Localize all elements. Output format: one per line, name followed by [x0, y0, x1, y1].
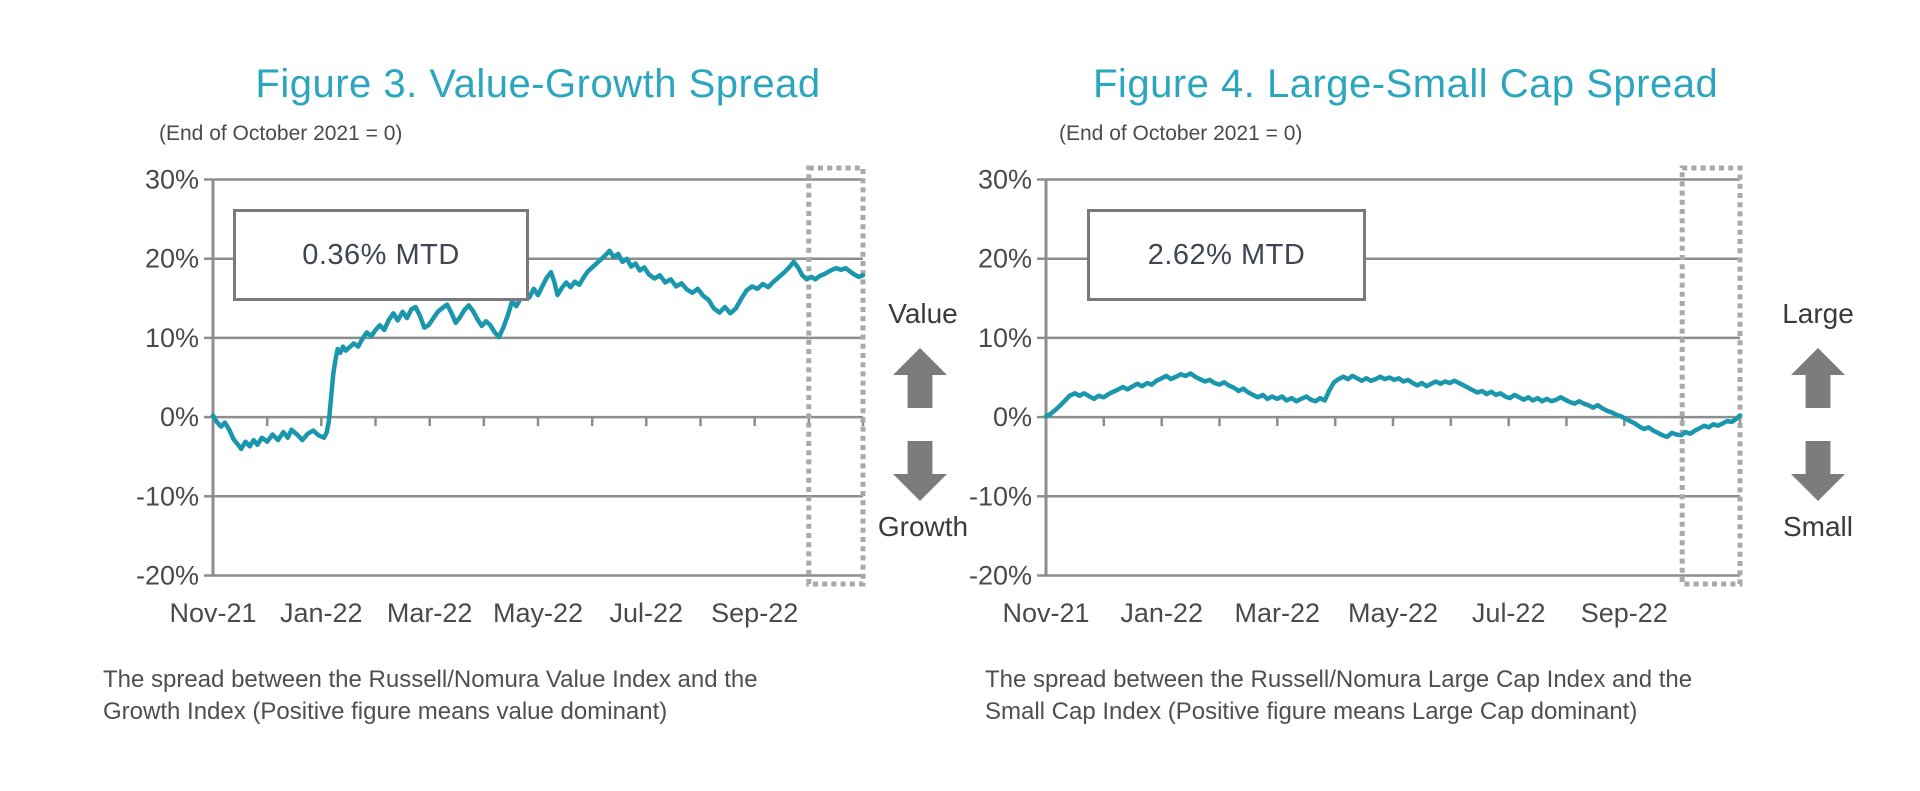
figure4-up-direction-label: Large	[1782, 298, 1854, 329]
x-axis-label: Jan-22	[1120, 598, 1203, 628]
x-axis-label: Nov-21	[169, 598, 256, 628]
y-axis-label: -20%	[969, 561, 1032, 591]
y-axis-label: 0%	[993, 402, 1032, 432]
y-axis-label: 10%	[978, 323, 1032, 353]
figure4-down-direction-label: Small	[1782, 511, 1853, 542]
x-axis-label: Mar-22	[387, 598, 473, 628]
x-axis-label: Sep-22	[1581, 598, 1668, 628]
figure3-mtd-callout: 0.36% MTD	[233, 209, 529, 301]
figure3-caption-line1: The spread between the Russell/Nomura Va…	[103, 666, 758, 693]
figure4-title: Figure 4. Large-Small Cap Spread	[1093, 62, 1719, 106]
figure3-subtitle: (End of October 2021 = 0)	[159, 122, 403, 145]
x-axis-label: Jul-22	[1472, 598, 1546, 628]
figure4-caption-line2: Small Cap Index (Positive figure means L…	[985, 698, 1638, 725]
figure3-title: Figure 3. Value-Growth Spread	[255, 62, 821, 106]
figure3-mtd-value: 0.36% MTD	[302, 238, 460, 271]
mtd-highlight-box	[806, 165, 866, 587]
y-axis-label: -10%	[136, 481, 199, 511]
y-axis-label: 20%	[145, 244, 199, 274]
figure3-down-direction-label: Growth	[877, 511, 969, 542]
spread-line	[210, 248, 866, 452]
y-axis-label: 10%	[145, 323, 199, 353]
mtd-highlight-box	[1679, 165, 1743, 587]
figure4-caption: The spread between the Russell/Nomura La…	[985, 664, 1692, 728]
x-axis-label: May-22	[493, 598, 583, 628]
figure4-mtd-callout: 2.62% MTD	[1087, 209, 1366, 301]
x-axis-label: May-22	[1348, 598, 1438, 628]
x-axis-label: Sep-22	[711, 598, 798, 628]
figure4-subtitle: (End of October 2021 = 0)	[1059, 122, 1303, 145]
y-axis-label: 20%	[978, 244, 1032, 274]
figure3-caption: The spread between the Russell/Nomura Va…	[103, 664, 758, 728]
figure3-up-direction-label: Value	[888, 298, 958, 329]
x-axis-label: Jan-22	[280, 598, 363, 628]
y-axis-label: 0%	[160, 402, 199, 432]
x-axis-label: Mar-22	[1235, 598, 1321, 628]
figure-4-plot: 30% 20% 10% 0% -10% -20% Nov-21 Jan-22 Mar-22 May…	[969, 165, 1743, 628]
figure3-caption-line2: Growth Index (Positive figure means valu…	[103, 698, 668, 725]
figure4-caption-line1: The spread between the Russell/Nomura La…	[985, 666, 1693, 693]
y-axis-label: -20%	[136, 561, 199, 591]
figure4-mtd-value: 2.62% MTD	[1147, 238, 1306, 271]
y-axis-label: -10%	[969, 481, 1032, 511]
x-axis-label: Jul-22	[610, 598, 684, 628]
spread-line	[1043, 371, 1743, 440]
y-axis-label: 30%	[145, 165, 199, 195]
x-axis-label: Nov-21	[1002, 598, 1089, 628]
y-axis-label: 30%	[978, 165, 1032, 195]
